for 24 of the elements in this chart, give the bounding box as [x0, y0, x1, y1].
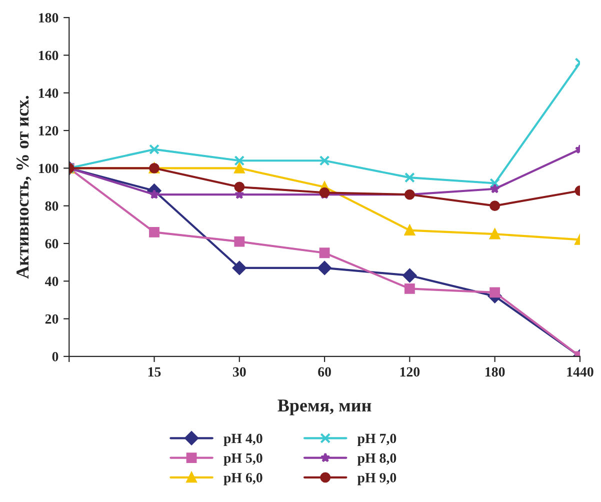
- x-tick-label: 180: [486, 367, 505, 377]
- x-tick-label: 30: [232, 367, 246, 377]
- x-tick-label: 120: [400, 367, 420, 377]
- legend-label: pH 5,0: [224, 453, 262, 466]
- y-tick-label: 160: [38, 50, 58, 60]
- legend-label: pH 6,0: [224, 473, 262, 486]
- y-tick-label: 60: [45, 239, 58, 248]
- y-tick-label: 100: [38, 164, 58, 174]
- legend-label: pH 4,0: [224, 434, 262, 446]
- x-tick-label: 60: [318, 367, 331, 377]
- y-tick-label: 140: [38, 88, 58, 98]
- x-tick-label: 1440: [567, 367, 594, 377]
- y-axis-title: Активность, % от исх.: [16, 96, 32, 279]
- y-tick-label: 20: [45, 314, 58, 324]
- legend-label: pH 7,0: [357, 434, 396, 446]
- y-tick-label: 80: [45, 201, 58, 211]
- legend-label: pH 8,0: [357, 453, 396, 466]
- y-tick-label: 40: [45, 276, 58, 286]
- legend-label: pH 9,0: [357, 473, 396, 486]
- y-tick-label: 0: [52, 352, 58, 362]
- y-tick-label: 180: [38, 13, 58, 23]
- x-axis-title: Время, мин: [278, 400, 372, 416]
- x-tick-label: 15: [148, 367, 161, 377]
- y-tick-label: 120: [38, 126, 58, 136]
